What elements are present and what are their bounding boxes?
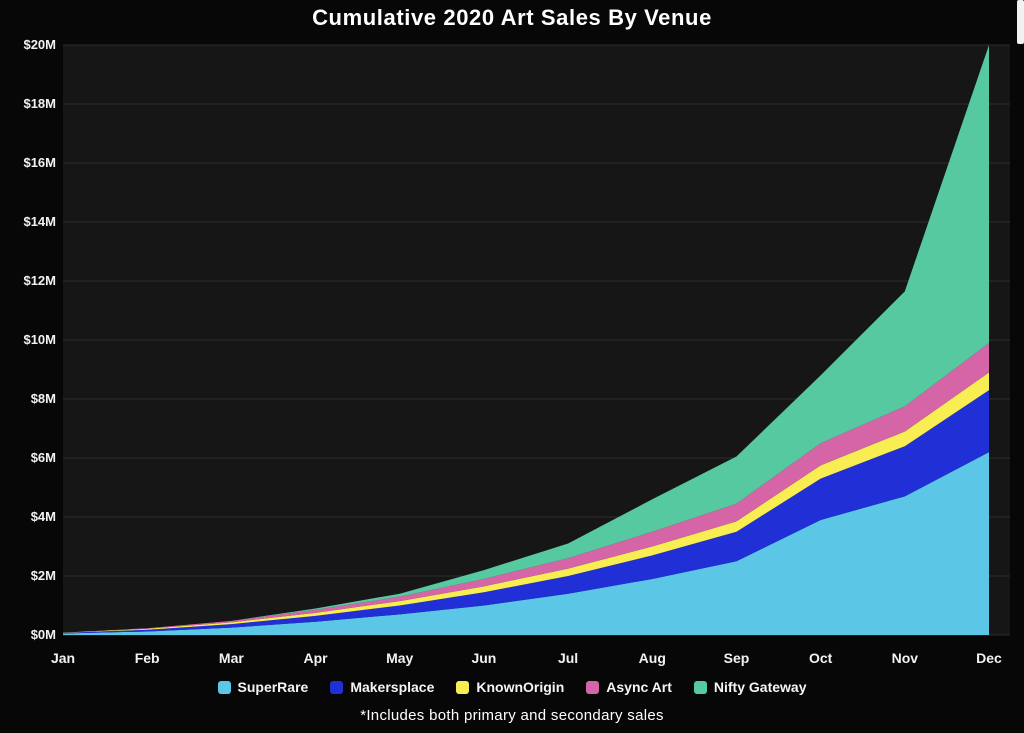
y-tick-label: $8M <box>30 391 56 406</box>
x-tick-label: Oct <box>808 650 833 666</box>
legend-label: KnownOrigin <box>476 679 565 695</box>
chart-title: Cumulative 2020 Art Sales By Venue <box>312 5 712 30</box>
y-tick-label: $10M <box>23 332 56 347</box>
legend-item: KnownOrigin <box>456 679 564 695</box>
y-tick-label: $16M <box>23 155 56 170</box>
x-tick-label: Sep <box>723 650 750 666</box>
legend-label: Nifty Gateway <box>713 679 807 695</box>
x-tick-label: Jun <box>471 650 497 666</box>
legend-swatch <box>330 680 344 694</box>
x-tick-label: Dec <box>976 650 1002 666</box>
legend-swatch <box>586 680 600 694</box>
y-tick-label: $4M <box>30 509 56 524</box>
chart-legend: SuperRare Makersplace KnownOrigin Async Art… <box>0 679 1024 695</box>
legend-item: Makersplace <box>330 679 434 695</box>
y-tick-label: $12M <box>23 273 56 288</box>
legend-label: Makersplace <box>350 679 435 695</box>
legend-swatch <box>217 680 231 694</box>
chart-footnote: *Includes both primary and secondary sal… <box>360 707 664 724</box>
x-tick-label: Nov <box>891 650 919 666</box>
area-series-makersplace <box>63 390 989 634</box>
area-series-async-art <box>63 342 989 633</box>
scrollbar-thumb[interactable] <box>1017 0 1024 44</box>
legend-item: SuperRare <box>217 679 309 695</box>
x-tick-label: Apr <box>303 650 328 666</box>
legend-item: Async Art <box>586 679 672 695</box>
legend-label: Async Art <box>606 679 672 695</box>
x-tick-label: Aug <box>638 650 666 666</box>
y-tick-label: $14M <box>23 214 56 229</box>
y-tick-label: $0M <box>30 627 56 642</box>
y-tick-label: $18M <box>23 96 56 111</box>
y-tick-label: $2M <box>30 568 56 583</box>
x-tick-label: Jan <box>50 650 76 666</box>
area-series-knownorigin <box>63 372 989 633</box>
x-tick-label: Feb <box>134 650 160 666</box>
y-tick-label: $20M <box>23 37 56 52</box>
legend-swatch <box>456 680 470 694</box>
y-tick-label: $6M <box>30 450 56 465</box>
x-tick-label: May <box>386 650 414 666</box>
x-tick-label: Mar <box>218 650 244 666</box>
legend-swatch <box>693 680 707 694</box>
legend-item: Nifty Gateway <box>693 679 807 695</box>
area-series-superrare <box>63 452 989 635</box>
area-series-nifty-gateway <box>63 45 989 633</box>
legend-label: SuperRare <box>237 679 309 695</box>
x-tick-label: Jul <box>557 650 579 666</box>
